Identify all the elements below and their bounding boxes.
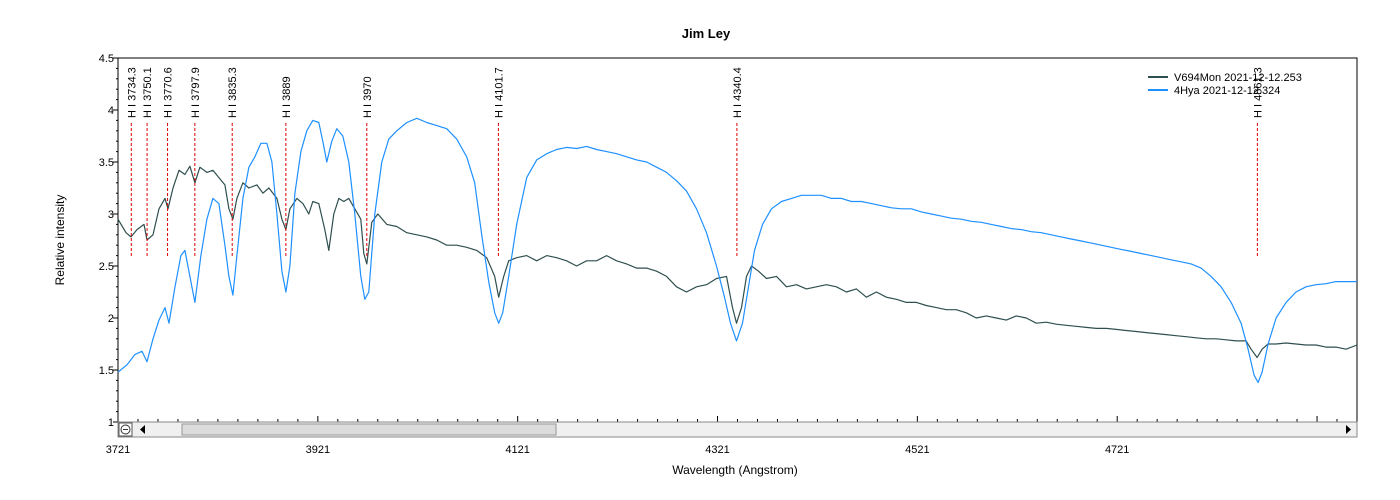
plot-area: 1 1.5 2 2.5 3 3.5 4 4.5 H I 3734.3 H I 3750.1 H I … [99,53,1358,456]
series-line-2 [117,117,1357,384]
zoom-reset-icon [120,424,131,435]
x-tick-label: 4721 [1105,444,1129,456]
line-marker-label: H I 4340.4 [732,67,744,118]
line-marker-label: H I 4101.7 [493,67,505,118]
line-marker-label: H I 3970 [362,76,374,118]
line-marker-label: H I 3797.9 [190,67,202,118]
x-axis-title: Wavelength (Angstrom) [672,463,798,477]
y-tick-label: 4.5 [99,53,114,65]
legend-label: V694Mon 2021-12-12.253 [1174,72,1302,84]
scroll-right-arrow[interactable] [1346,425,1351,434]
chart-title: Jim Ley [682,26,731,41]
legend-label: 4Hya 2021-12-12.324 [1174,85,1280,97]
x-tick-label: 3721 [106,444,130,456]
line-marker-label: H I 3889 [281,76,293,118]
series-line-1 [117,165,1358,359]
y-tick-label: 1 [108,417,114,429]
y-tick-label: 2 [108,313,114,325]
x-tick-label: 3921 [306,444,330,456]
y-tick-label: 2.5 [99,261,114,273]
y-tick-label: 3.5 [99,157,114,169]
y-tick-label: 3 [108,209,114,221]
scroll-left-arrow[interactable] [140,425,145,434]
x-tick-label: 4321 [705,444,729,456]
line-marker-label: H I 3734.3 [126,67,138,118]
x-tick-label: 4121 [505,444,529,456]
line-marker-label: H I 3835.3 [227,67,239,118]
x-tick-label: 4521 [905,444,929,456]
line-marker-label: H I 3750.1 [142,67,154,118]
line-marker-label: H I 4861.3 [1252,67,1264,118]
line-marker-label: H I 3770.6 [163,67,175,118]
y-tick-label: 1.5 [99,365,114,377]
y-tick-label: 4 [108,105,114,117]
scrollbar-thumb[interactable] [181,423,557,436]
y-axis-title: Relative intensity [53,195,67,286]
